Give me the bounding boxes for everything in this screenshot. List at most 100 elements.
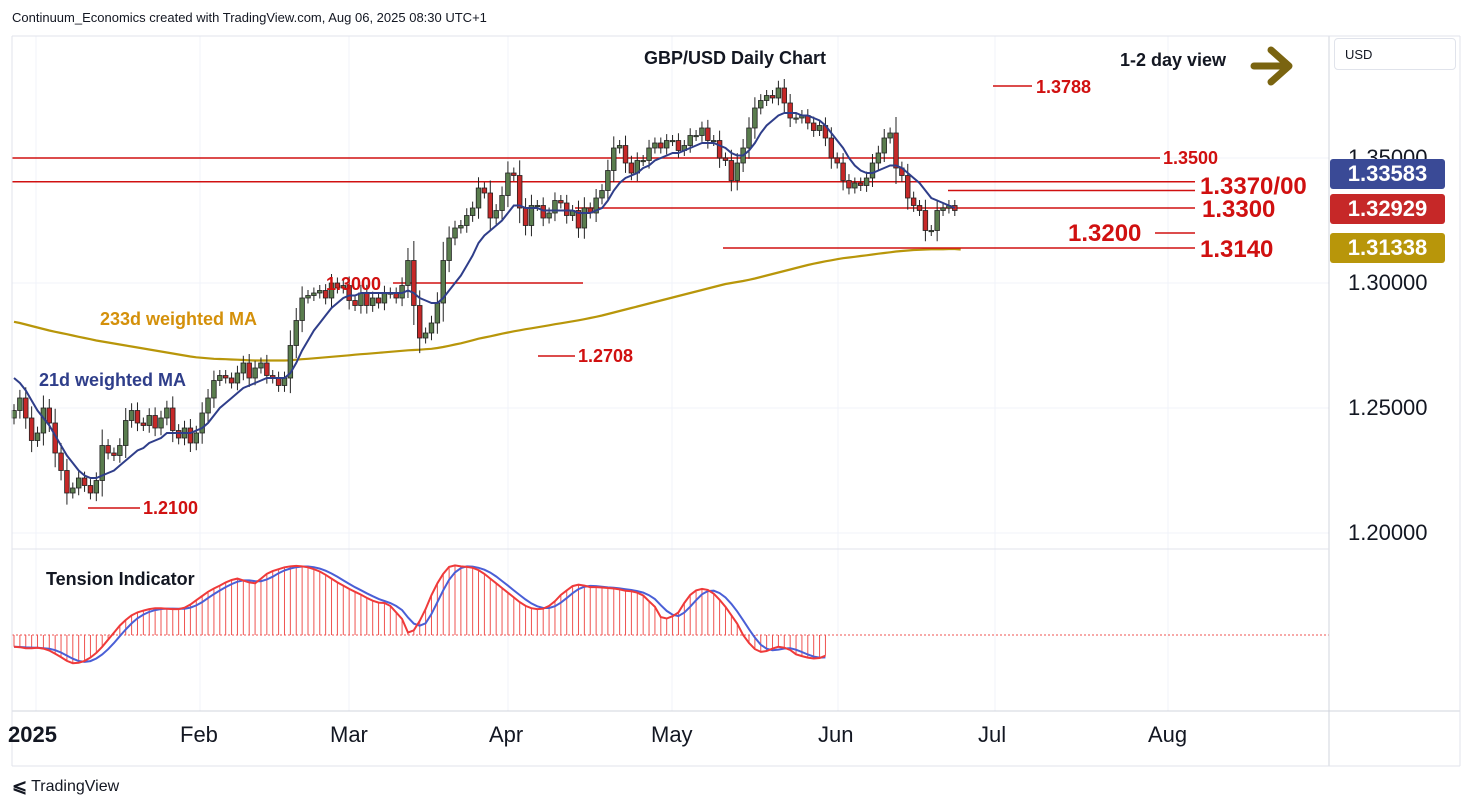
candle-body <box>164 407 170 419</box>
price-tick-label: 1.25000 <box>1348 395 1428 420</box>
tradingview-logo-text: TradingView <box>31 777 120 795</box>
candle-body <box>599 190 605 199</box>
time-label: 2025 <box>8 722 57 747</box>
labels-group: GBP/USD Daily Chart 1-2 day view 233d weig… <box>39 48 1307 589</box>
price-tick-label: 1.30000 <box>1348 270 1428 295</box>
candle-body <box>128 410 135 421</box>
candle-body <box>64 470 70 494</box>
candle-body <box>481 187 488 194</box>
candle-body <box>699 127 705 136</box>
candle-body <box>175 430 182 439</box>
candle-body <box>605 170 611 191</box>
price-tick-label: 1.20000 <box>1348 520 1428 545</box>
tradingview-logo-icon: ⩽ <box>12 776 28 796</box>
candle-body <box>887 132 893 139</box>
candle-body <box>340 285 346 289</box>
candle-body <box>875 152 882 164</box>
candle-body <box>240 362 247 374</box>
time-label: Feb <box>180 722 218 747</box>
candle-body <box>417 305 423 339</box>
candle-body <box>728 160 735 181</box>
candle-body <box>440 260 446 304</box>
candle-body <box>70 487 76 494</box>
candle-body <box>428 322 435 334</box>
candle-body <box>281 377 288 386</box>
candle-body <box>834 157 840 164</box>
time-label: May <box>651 722 693 747</box>
candle-body <box>669 140 676 143</box>
candle-body <box>152 415 158 429</box>
candle-body <box>252 367 258 379</box>
candle-body <box>422 332 429 339</box>
candle-body <box>158 417 164 429</box>
candle-body <box>187 427 194 444</box>
candle-body <box>693 135 699 138</box>
candle-body <box>622 145 629 164</box>
currency-selector[interactable]: USD <box>1334 38 1456 70</box>
candle-body <box>564 202 570 216</box>
candle-body <box>869 162 876 179</box>
candle-body <box>499 195 505 211</box>
candle-body <box>705 127 711 141</box>
candle-body <box>716 140 723 159</box>
candle-body <box>922 210 929 231</box>
candle-body <box>364 292 370 306</box>
time-label: Jul <box>978 722 1007 747</box>
candle-body <box>893 132 899 169</box>
candle-body <box>23 397 29 419</box>
tradingview-logo[interactable]: ⩽ TradingView <box>12 776 119 797</box>
candle-body <box>446 237 452 261</box>
time-label: Jun <box>818 722 854 747</box>
candle-body <box>405 260 411 286</box>
candle-body <box>117 445 123 456</box>
candle-body <box>317 290 323 294</box>
candle-body <box>275 377 282 386</box>
ma233-label: 233d weighted MA <box>100 309 257 329</box>
candle-body <box>663 140 670 149</box>
ma233-line <box>13 247 961 362</box>
candle-body <box>763 95 770 101</box>
candle-body <box>334 282 341 289</box>
candle-body <box>411 260 417 306</box>
ma233-group <box>13 247 961 362</box>
candle-body <box>881 137 887 154</box>
time-label: Mar <box>330 722 368 747</box>
candle-body <box>687 135 693 146</box>
candle-body <box>793 117 799 120</box>
candle-body <box>58 452 64 471</box>
level-label-1-2708: 1.2708 <box>578 346 633 366</box>
candle-body <box>640 160 646 163</box>
candle-body <box>246 362 252 379</box>
candle-body <box>540 205 546 219</box>
level-label-1-3300: 1.3300 <box>1202 196 1275 223</box>
candle-body <box>487 192 493 219</box>
level-label-1-3140: 1.3140 <box>1200 236 1273 263</box>
candle-body <box>511 172 517 176</box>
candle-body <box>458 225 464 229</box>
candle-body <box>464 215 470 226</box>
candle-body <box>934 210 940 231</box>
candle-body <box>546 212 552 219</box>
grid <box>12 36 1329 711</box>
candle-body <box>840 162 846 181</box>
candle-body <box>205 397 211 414</box>
chart-title: GBP/USD Daily Chart <box>644 48 826 68</box>
candle-body <box>722 157 729 161</box>
candle-body <box>328 282 335 299</box>
candle-body <box>846 180 852 189</box>
candle-body <box>17 397 23 411</box>
candle-body <box>46 407 52 424</box>
candle-body <box>264 362 270 376</box>
tension-group <box>12 564 1329 665</box>
candle-body <box>475 187 482 209</box>
candle-body <box>93 480 100 494</box>
candle-body <box>369 297 376 306</box>
candle-body <box>516 175 523 209</box>
candle-body <box>928 230 934 233</box>
candle-body <box>87 485 94 494</box>
candle-body <box>381 292 388 304</box>
candle-body <box>611 147 617 171</box>
candle-body <box>628 162 635 174</box>
candle-body <box>575 210 582 229</box>
level-label-1-2100: 1.2100 <box>143 498 198 518</box>
